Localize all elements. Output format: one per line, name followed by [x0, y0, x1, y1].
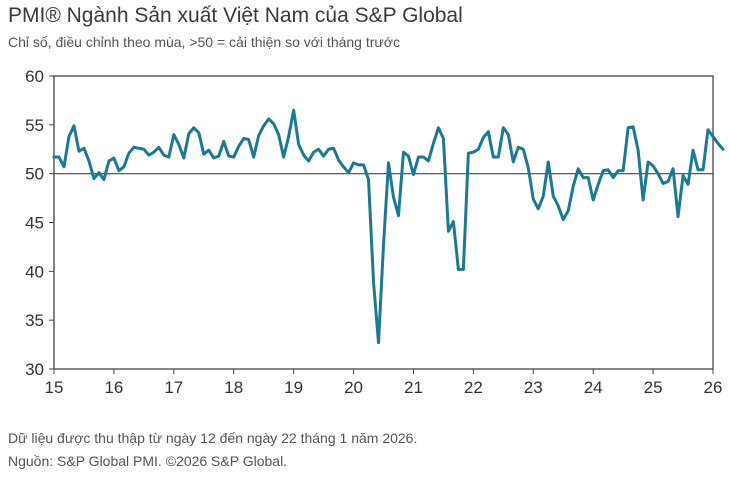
footnote-data-collection: Dữ liệu được thu thập từ ngày 12 đến ngà…: [8, 430, 418, 446]
x-tick-label: 25: [644, 378, 663, 397]
chart-title: PMI® Ngành Sản xuất Việt Nam của S&P Glo…: [8, 4, 463, 27]
x-tick-label: 17: [164, 378, 183, 397]
x-tick-label: 18: [224, 378, 243, 397]
x-tick-label: 26: [704, 378, 723, 397]
y-tick-label: 40: [25, 262, 44, 281]
pmi-line-chart: 30 35 40 45 50 55 60 15 16 17 18 19 20 21 22 23 24 25 26: [25, 67, 725, 397]
chart-subtitle: Chỉ số, điều chỉnh theo mùa, >50 = cải t…: [8, 34, 400, 50]
x-tick-label: 23: [524, 378, 543, 397]
x-tick-label: 16: [104, 378, 123, 397]
y-tick-label: 45: [25, 214, 44, 233]
y-tick-label: 60: [25, 67, 44, 86]
y-tick-label: 50: [25, 165, 44, 184]
x-tick-label: 15: [45, 378, 64, 397]
x-axis: 15 16 17 18 19 20 21 22 23 24 25 26: [45, 369, 723, 397]
y-tick-label: 35: [25, 311, 44, 330]
pmi-series-line: [52, 108, 725, 345]
x-tick-label: 20: [344, 378, 363, 397]
x-tick-label: 19: [284, 378, 303, 397]
x-tick-label: 21: [404, 378, 423, 397]
y-tick-label: 30: [25, 360, 44, 379]
footnote-source: Nguồn: S&P Global PMI. ©2026 S&P Global.: [8, 453, 288, 469]
series-layer: [52, 108, 725, 345]
y-tick-label: 55: [25, 116, 44, 135]
y-axis: 30 35 40 45 50 55 60: [25, 67, 54, 379]
x-tick-label: 22: [464, 378, 483, 397]
x-tick-label: 24: [584, 378, 603, 397]
